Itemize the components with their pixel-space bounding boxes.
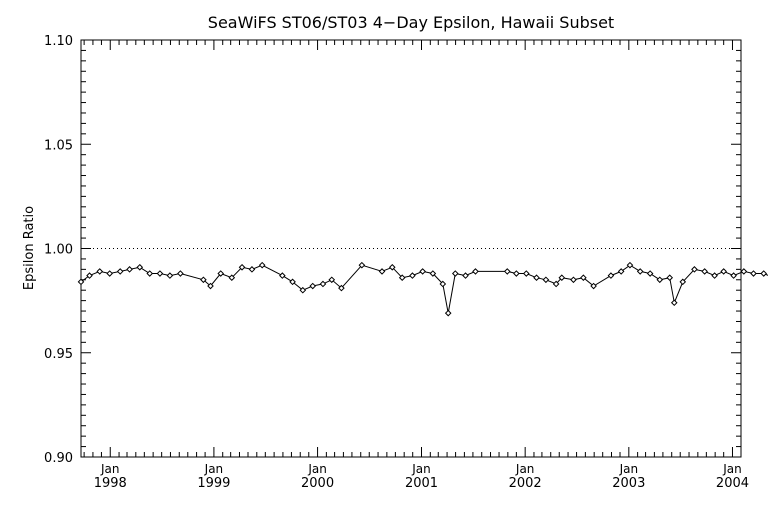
data-point-marker bbox=[462, 272, 469, 279]
x-tick-month-label: Jan bbox=[515, 462, 535, 476]
data-point-marker bbox=[248, 266, 256, 273]
data-point-marker bbox=[472, 268, 479, 275]
data-point-marker bbox=[429, 270, 437, 277]
plot-frame bbox=[80, 39, 742, 458]
data-point-marker bbox=[513, 270, 520, 277]
data-point-marker bbox=[607, 272, 615, 279]
data-point-marker bbox=[217, 270, 225, 277]
data-point-marker bbox=[289, 278, 296, 286]
data-point-marker bbox=[666, 274, 674, 281]
x-tick-year-label: 2001 bbox=[405, 476, 438, 491]
series-group bbox=[77, 261, 768, 317]
y-tick-label: 1.00 bbox=[44, 243, 73, 258]
data-point-marker bbox=[590, 282, 597, 290]
data-point-marker bbox=[503, 268, 511, 275]
y-tick-label: 1.05 bbox=[44, 138, 73, 153]
x-axis: Jan1998Jan1999Jan2000Jan2001Jan2002Jan20… bbox=[83, 40, 749, 491]
data-point-marker bbox=[207, 282, 214, 290]
data-point-marker bbox=[701, 268, 708, 275]
data-point-marker bbox=[533, 274, 540, 281]
data-point-marker bbox=[626, 261, 634, 269]
x-tick-year-label: 1999 bbox=[197, 476, 230, 491]
data-point-marker bbox=[750, 270, 757, 277]
data-point-marker bbox=[338, 284, 345, 292]
data-point-marker bbox=[646, 270, 654, 277]
data-point-marker bbox=[319, 280, 327, 288]
data-point-marker bbox=[409, 272, 416, 279]
x-tick-year-label: 2000 bbox=[301, 476, 334, 491]
data-point-marker bbox=[730, 272, 737, 279]
data-point-marker bbox=[656, 276, 664, 284]
data-point-marker bbox=[580, 274, 587, 281]
x-tick-year-label: 2004 bbox=[716, 476, 749, 491]
data-point-marker bbox=[328, 276, 336, 284]
x-tick-month-label: Jan bbox=[307, 462, 327, 476]
data-point-marker bbox=[126, 266, 133, 273]
data-point-marker bbox=[760, 270, 768, 277]
y-axis: 0.90 0.95 1.00 1.05 1.10 bbox=[44, 34, 741, 466]
data-point-marker bbox=[636, 268, 644, 275]
data-point-marker bbox=[419, 268, 426, 275]
data-point-marker bbox=[670, 299, 678, 307]
data-point-marker bbox=[444, 309, 452, 317]
data-point-marker bbox=[679, 278, 687, 286]
data-point-marker bbox=[86, 272, 93, 279]
y-tick-label: 0.90 bbox=[44, 451, 73, 466]
data-point-marker bbox=[711, 272, 718, 279]
data-point-marker bbox=[116, 268, 124, 275]
data-point-marker bbox=[570, 276, 577, 284]
data-point-marker bbox=[77, 278, 85, 286]
data-point-marker bbox=[378, 268, 386, 275]
x-tick-year-label: 2002 bbox=[509, 476, 542, 491]
data-point-marker bbox=[358, 261, 366, 269]
data-point-marker bbox=[522, 270, 530, 277]
data-point-marker bbox=[542, 276, 550, 284]
y-axis-label: Epsilon Ratio bbox=[22, 206, 37, 290]
data-point-marker bbox=[558, 274, 566, 281]
data-point-marker bbox=[309, 282, 317, 290]
data-point-marker bbox=[299, 286, 307, 294]
data-point-marker bbox=[238, 263, 246, 271]
y-tick-label: 0.95 bbox=[44, 347, 73, 362]
data-point-marker bbox=[177, 270, 184, 277]
data-point-marker bbox=[439, 280, 447, 288]
data-point-marker bbox=[691, 266, 698, 273]
data-point-marker bbox=[200, 276, 207, 284]
x-tick-year-label: 1998 bbox=[94, 476, 127, 491]
data-point-marker bbox=[258, 261, 266, 269]
chart-title: SeaWiFS ST06/ST03 4−Day Epsilon, Hawaii … bbox=[208, 13, 614, 32]
data-point-marker bbox=[398, 274, 406, 281]
x-tick-month-label: Jan bbox=[722, 462, 742, 476]
data-point-marker bbox=[617, 268, 625, 275]
data-point-marker bbox=[720, 268, 727, 275]
x-tick-month-label: Jan bbox=[204, 462, 224, 476]
y-tick-label: 1.10 bbox=[44, 34, 73, 49]
data-point-marker bbox=[166, 272, 174, 279]
x-tick-month-label: Jan bbox=[619, 462, 639, 476]
data-point-marker bbox=[156, 270, 164, 277]
data-point-marker bbox=[228, 274, 236, 281]
plot-frame-rect bbox=[80, 39, 742, 458]
data-point-marker bbox=[552, 280, 560, 288]
x-tick-month-label: Jan bbox=[100, 462, 120, 476]
data-point-marker bbox=[136, 263, 144, 271]
data-point-marker bbox=[388, 263, 396, 271]
data-point-marker bbox=[451, 270, 459, 277]
data-point-marker bbox=[96, 268, 104, 275]
data-point-marker bbox=[740, 268, 748, 275]
data-point-marker bbox=[106, 270, 113, 277]
x-tick-month-label: Jan bbox=[411, 462, 431, 476]
x-tick-year-label: 2003 bbox=[612, 476, 645, 491]
data-point-marker bbox=[279, 272, 286, 279]
data-point-marker bbox=[146, 270, 154, 277]
